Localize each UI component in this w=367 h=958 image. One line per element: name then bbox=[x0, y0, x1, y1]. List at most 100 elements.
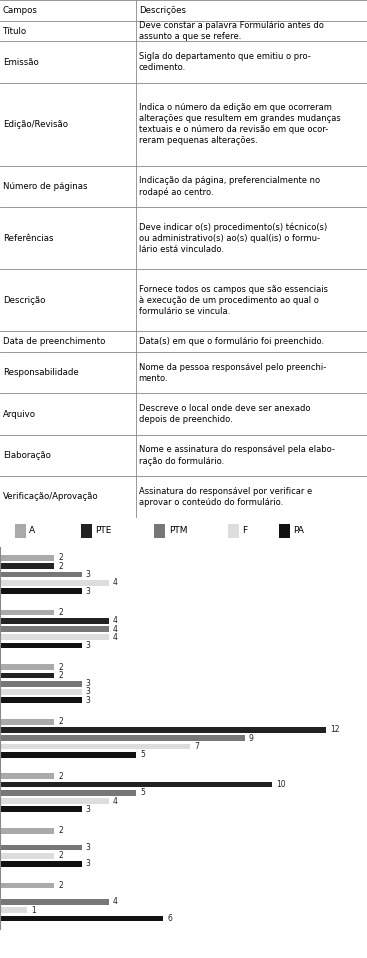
Bar bbox=[81, 523, 92, 538]
Text: 2: 2 bbox=[58, 718, 63, 726]
Text: 9: 9 bbox=[249, 734, 254, 742]
Bar bbox=[0, 828, 54, 833]
Text: Indica o número da edição em que ocorreram
alterações que resultem em grandes mu: Indica o número da edição em que ocorrer… bbox=[139, 103, 341, 146]
Bar bbox=[0, 689, 81, 695]
Bar bbox=[0, 609, 54, 615]
Text: 2: 2 bbox=[58, 851, 63, 860]
Bar bbox=[0, 580, 109, 585]
Bar bbox=[0, 900, 109, 905]
Text: Referências: Referências bbox=[3, 234, 54, 242]
Bar bbox=[0, 697, 81, 703]
Text: Título: Título bbox=[3, 27, 27, 35]
Bar bbox=[0, 782, 272, 787]
Bar bbox=[279, 523, 290, 538]
Text: PTE: PTE bbox=[95, 527, 112, 536]
Bar bbox=[154, 523, 165, 538]
Text: Nome da pessoa responsável pelo preenchi-
mento.: Nome da pessoa responsável pelo preenchi… bbox=[139, 363, 326, 383]
Text: 3: 3 bbox=[86, 679, 91, 688]
Text: Sigla do departamento que emitiu o pro-
cedimento.: Sigla do departamento que emitiu o pro- … bbox=[139, 52, 310, 72]
Text: Responsabilidade: Responsabilidade bbox=[3, 368, 79, 377]
Text: Descreve o local onde deve ser anexado
depois de preenchido.: Descreve o local onde deve ser anexado d… bbox=[139, 404, 310, 424]
Text: Verificação/Aprovação: Verificação/Aprovação bbox=[3, 492, 99, 501]
Text: 12: 12 bbox=[330, 725, 340, 735]
Text: Edição/Revisão: Edição/Revisão bbox=[3, 120, 68, 128]
Text: Arquivo: Arquivo bbox=[3, 410, 36, 419]
Text: Deve indicar o(s) procedimento(s) técnico(s)
ou administrativo(s) ao(s) qual(is): Deve indicar o(s) procedimento(s) técnic… bbox=[139, 222, 327, 254]
Text: PTM: PTM bbox=[169, 527, 187, 536]
Text: 10: 10 bbox=[276, 780, 286, 789]
Bar bbox=[0, 727, 326, 733]
Text: 3: 3 bbox=[86, 586, 91, 596]
Text: 3: 3 bbox=[86, 570, 91, 579]
Text: 2: 2 bbox=[58, 561, 63, 571]
Text: 4: 4 bbox=[113, 797, 118, 806]
Text: Descrições: Descrições bbox=[139, 6, 186, 15]
Text: A: A bbox=[29, 527, 36, 536]
Text: Número de páginas: Número de páginas bbox=[3, 182, 87, 191]
Text: 2: 2 bbox=[58, 827, 63, 835]
Bar bbox=[0, 882, 54, 888]
Bar bbox=[0, 845, 81, 851]
Bar bbox=[0, 861, 81, 867]
Text: Descrição: Descrição bbox=[3, 296, 45, 305]
Text: 2: 2 bbox=[58, 881, 63, 890]
Text: Emissão: Emissão bbox=[3, 57, 39, 67]
Text: F: F bbox=[242, 527, 247, 536]
Bar bbox=[0, 907, 27, 913]
Text: Nome e assinatura do responsável pela elabo-
ração do formulário.: Nome e assinatura do responsável pela el… bbox=[139, 445, 335, 466]
Text: 4: 4 bbox=[113, 616, 118, 626]
Text: 2: 2 bbox=[58, 772, 63, 781]
Text: Elaboração: Elaboração bbox=[3, 451, 51, 460]
Text: 3: 3 bbox=[86, 641, 91, 650]
Text: 2: 2 bbox=[58, 671, 63, 680]
Bar bbox=[0, 588, 81, 594]
Text: 3: 3 bbox=[86, 696, 91, 705]
Bar bbox=[0, 773, 54, 779]
Text: Deve constar a palavra Formulário antes do
assunto a que se refere.: Deve constar a palavra Formulário antes … bbox=[139, 21, 324, 41]
Text: Indicação da página, preferencialmente no
rodapé ao centro.: Indicação da página, preferencialmente n… bbox=[139, 176, 320, 196]
Bar bbox=[0, 673, 54, 678]
Bar bbox=[0, 618, 109, 624]
Text: 2: 2 bbox=[58, 608, 63, 617]
Bar bbox=[0, 555, 54, 560]
Text: PA: PA bbox=[294, 527, 305, 536]
Bar bbox=[0, 916, 163, 922]
Text: Campos: Campos bbox=[3, 6, 38, 15]
Bar bbox=[0, 681, 81, 687]
Bar bbox=[0, 627, 109, 632]
Bar bbox=[0, 743, 190, 749]
Bar bbox=[0, 853, 54, 858]
Bar bbox=[15, 523, 26, 538]
Text: Fornece todos os campos que são essenciais
à execução de um procedimento ao qual: Fornece todos os campos que são essencia… bbox=[139, 285, 328, 316]
Bar bbox=[0, 664, 54, 670]
Text: 4: 4 bbox=[113, 579, 118, 587]
Text: 1: 1 bbox=[31, 905, 36, 915]
Text: 3: 3 bbox=[86, 688, 91, 696]
Text: 3: 3 bbox=[86, 805, 91, 814]
Bar bbox=[0, 634, 109, 640]
Bar bbox=[228, 523, 239, 538]
Text: 4: 4 bbox=[113, 625, 118, 633]
Text: 3: 3 bbox=[86, 843, 91, 852]
Text: Data(s) em que o formulário foi preenchido.: Data(s) em que o formulário foi preenchi… bbox=[139, 337, 324, 346]
Bar bbox=[0, 807, 81, 812]
Bar bbox=[0, 572, 81, 578]
Text: 4: 4 bbox=[113, 633, 118, 642]
Text: 7: 7 bbox=[195, 742, 199, 751]
Bar bbox=[0, 798, 109, 804]
Text: 2: 2 bbox=[58, 663, 63, 672]
Text: 6: 6 bbox=[167, 914, 172, 923]
Bar bbox=[0, 643, 81, 649]
Text: Assinatura do responsável por verificar e
aprovar o conteúdo do formulário.: Assinatura do responsável por verificar … bbox=[139, 487, 312, 507]
Text: 4: 4 bbox=[113, 898, 118, 906]
Bar bbox=[0, 718, 54, 724]
Text: 5: 5 bbox=[140, 750, 145, 760]
Text: 2: 2 bbox=[58, 554, 63, 562]
Bar bbox=[0, 790, 136, 796]
Text: Data de preenchimento: Data de preenchimento bbox=[3, 337, 105, 346]
Text: 5: 5 bbox=[140, 788, 145, 797]
Bar bbox=[0, 752, 136, 758]
Text: 3: 3 bbox=[86, 859, 91, 869]
Bar bbox=[0, 736, 245, 741]
Bar bbox=[0, 563, 54, 569]
